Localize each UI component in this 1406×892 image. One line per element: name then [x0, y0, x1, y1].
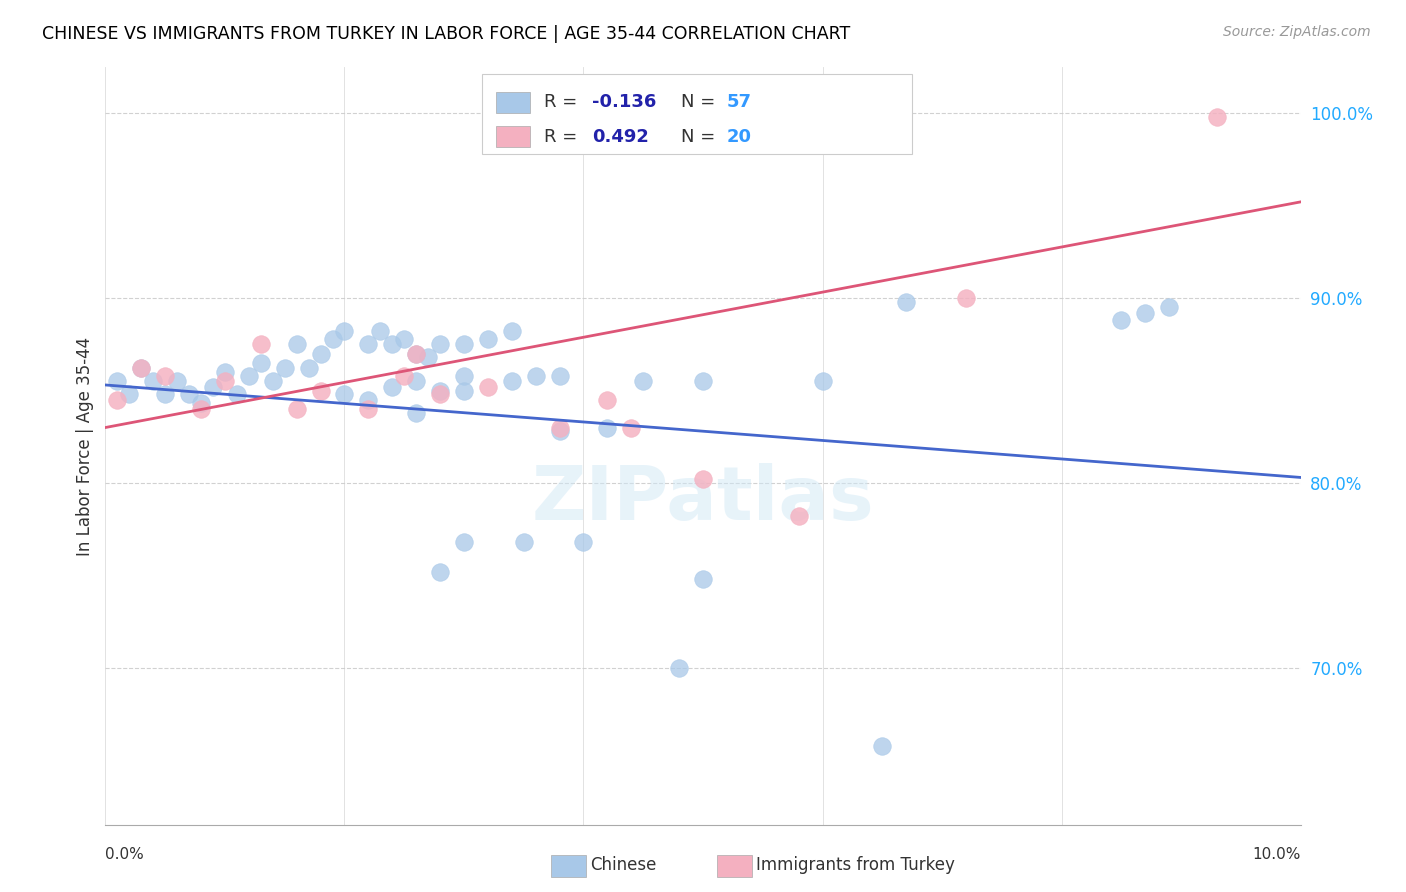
- Point: [309, 346, 332, 360]
- Point: [405, 346, 427, 360]
- Point: [453, 368, 475, 383]
- Text: Chinese: Chinese: [591, 856, 657, 874]
- Point: [142, 374, 165, 388]
- Point: [357, 402, 380, 417]
- Point: [250, 356, 273, 370]
- Point: [692, 472, 714, 486]
- Point: [118, 387, 141, 401]
- Text: 0.0%: 0.0%: [105, 847, 145, 863]
- Point: [309, 384, 332, 398]
- Bar: [496, 92, 530, 113]
- Point: [501, 324, 523, 338]
- Point: [955, 291, 977, 305]
- Point: [453, 535, 475, 549]
- Point: [298, 361, 321, 376]
- Point: [1159, 301, 1181, 315]
- Point: [107, 392, 129, 407]
- Point: [321, 332, 344, 346]
- Point: [572, 535, 595, 549]
- Point: [418, 350, 440, 364]
- Point: [357, 392, 380, 407]
- Bar: [496, 126, 530, 147]
- Point: [429, 384, 451, 398]
- Point: [405, 374, 427, 388]
- Point: [285, 337, 308, 351]
- Point: [262, 374, 284, 388]
- Point: [429, 565, 451, 579]
- Point: [787, 509, 810, 524]
- Point: [477, 332, 499, 346]
- Point: [202, 380, 225, 394]
- Point: [620, 420, 643, 434]
- Point: [273, 361, 295, 376]
- Point: [692, 572, 714, 586]
- Text: 20: 20: [727, 128, 752, 145]
- Text: CHINESE VS IMMIGRANTS FROM TURKEY IN LABOR FORCE | AGE 35-44 CORRELATION CHART: CHINESE VS IMMIGRANTS FROM TURKEY IN LAB…: [42, 25, 851, 43]
- Point: [896, 294, 918, 309]
- Point: [225, 387, 249, 401]
- Point: [429, 337, 451, 351]
- Point: [250, 337, 273, 351]
- Point: [333, 387, 356, 401]
- Point: [633, 374, 655, 388]
- Y-axis label: In Labor Force | Age 35-44: In Labor Force | Age 35-44: [76, 336, 94, 556]
- Point: [166, 374, 188, 388]
- Point: [811, 374, 834, 388]
- Point: [596, 392, 619, 407]
- Point: [524, 368, 547, 383]
- Point: [405, 346, 427, 360]
- Point: [333, 324, 356, 338]
- Text: ZIPatlas: ZIPatlas: [531, 463, 875, 535]
- Point: [394, 332, 416, 346]
- Point: [394, 368, 416, 383]
- Point: [129, 361, 153, 376]
- Point: [429, 387, 451, 401]
- Point: [285, 402, 308, 417]
- Point: [155, 368, 177, 383]
- Point: [357, 337, 380, 351]
- Text: R =: R =: [544, 94, 583, 112]
- Text: 57: 57: [727, 94, 752, 112]
- Point: [381, 337, 404, 351]
- Point: [190, 396, 212, 410]
- Point: [548, 424, 571, 438]
- Text: Source: ZipAtlas.com: Source: ZipAtlas.com: [1223, 25, 1371, 39]
- Point: [238, 368, 260, 383]
- Point: [1111, 313, 1133, 327]
- Point: [872, 739, 894, 753]
- Point: [453, 337, 475, 351]
- Point: [129, 361, 153, 376]
- Point: [668, 661, 690, 675]
- Text: -0.136: -0.136: [592, 94, 657, 112]
- Point: [368, 324, 391, 338]
- Text: Immigrants from Turkey: Immigrants from Turkey: [756, 856, 955, 874]
- Text: N =: N =: [682, 128, 721, 145]
- Point: [548, 420, 571, 434]
- Point: [381, 380, 404, 394]
- Point: [1206, 110, 1229, 124]
- Point: [501, 374, 523, 388]
- Point: [214, 365, 236, 379]
- Point: [405, 406, 427, 420]
- Text: 0.492: 0.492: [592, 128, 648, 145]
- Point: [155, 387, 177, 401]
- FancyBboxPatch shape: [482, 75, 912, 154]
- Point: [177, 387, 201, 401]
- Point: [190, 402, 212, 417]
- Point: [107, 374, 129, 388]
- Point: [214, 374, 236, 388]
- Point: [513, 535, 536, 549]
- Text: N =: N =: [682, 94, 721, 112]
- Point: [1133, 306, 1156, 320]
- Point: [596, 420, 619, 434]
- Text: 10.0%: 10.0%: [1253, 847, 1301, 863]
- Point: [453, 384, 475, 398]
- Text: R =: R =: [544, 128, 583, 145]
- Point: [692, 374, 714, 388]
- Point: [548, 368, 571, 383]
- Point: [477, 380, 499, 394]
